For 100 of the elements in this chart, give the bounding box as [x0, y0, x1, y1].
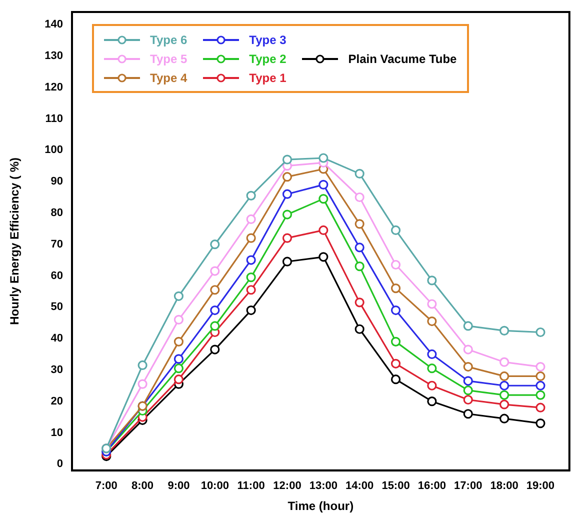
- point: [210, 305, 220, 316]
- point: [354, 192, 364, 202]
- point: [138, 379, 148, 389]
- point: [427, 396, 437, 406]
- point: [390, 358, 401, 368]
- point: [427, 316, 437, 326]
- point: [210, 285, 220, 295]
- point: [282, 233, 292, 243]
- point: [463, 394, 473, 405]
- point: [246, 233, 256, 243]
- point: [174, 364, 184, 374]
- point: [210, 344, 220, 354]
- point: [536, 327, 546, 338]
- point: [174, 336, 184, 346]
- point: [463, 409, 473, 419]
- point: [463, 344, 473, 354]
- point: [390, 283, 401, 294]
- point: [536, 390, 546, 400]
- point: [174, 354, 184, 364]
- x-tick-label: 12:00: [273, 480, 302, 492]
- x-tick-label: 9:00: [168, 480, 190, 492]
- point: [174, 374, 184, 384]
- point: [318, 194, 328, 204]
- point: [536, 362, 546, 372]
- point: [499, 414, 510, 424]
- point: [463, 362, 473, 372]
- point: [210, 266, 220, 276]
- point: [536, 371, 546, 382]
- point: [427, 349, 437, 360]
- point: [246, 255, 256, 265]
- y-tick-label: 70: [50, 238, 63, 250]
- x-axis-title: Time (hour): [288, 499, 354, 514]
- point: [390, 225, 401, 236]
- x-tick-label: 18:00: [490, 480, 518, 492]
- point: [390, 336, 401, 346]
- point: [282, 256, 292, 266]
- point: [210, 240, 220, 250]
- y-tick-label: 120: [44, 81, 63, 94]
- point: [246, 285, 256, 295]
- x-tick-label: 16:00: [418, 480, 446, 492]
- y-tick-label: 100: [44, 144, 63, 156]
- point: [463, 376, 473, 386]
- legend-label: Plain Vacume Tube: [348, 52, 457, 66]
- x-tick-label: 19:00: [526, 480, 555, 492]
- x-tick-label: 17:00: [454, 480, 482, 492]
- y-tick-label: 60: [50, 270, 63, 282]
- point: [354, 298, 364, 308]
- point: [427, 299, 437, 309]
- legend-label: Type 2: [249, 52, 286, 66]
- point: [318, 225, 328, 236]
- legend-label: Type 3: [249, 32, 286, 46]
- y-tick-label: 0: [56, 458, 63, 470]
- point: [282, 189, 292, 199]
- y-tick-label: 80: [50, 206, 63, 219]
- point: [427, 276, 437, 286]
- point: [282, 172, 292, 182]
- point: [536, 380, 546, 390]
- legend-label: Type 6: [150, 32, 188, 46]
- x-tick-label: 8:00: [132, 480, 154, 492]
- point: [174, 291, 184, 301]
- legend-label: Type 4: [150, 70, 188, 84]
- point: [499, 371, 510, 382]
- point: [318, 180, 328, 190]
- legend-label: Type 1: [249, 70, 286, 84]
- point: [354, 262, 364, 272]
- point: [427, 380, 437, 390]
- y-tick-label: 110: [45, 112, 63, 125]
- point: [390, 305, 401, 316]
- point: [499, 357, 510, 367]
- y-tick-label: 140: [44, 18, 63, 31]
- point: [354, 242, 364, 252]
- point: [246, 190, 256, 200]
- point: [463, 321, 473, 331]
- point: [138, 360, 148, 370]
- point: [246, 305, 256, 316]
- point: [174, 314, 184, 324]
- point: [536, 402, 546, 412]
- point: [427, 364, 437, 374]
- x-tick-label: 11:00: [237, 480, 265, 492]
- y-axis-title: Hourly Energy Efficiency ( %): [8, 158, 22, 325]
- point: [246, 272, 256, 282]
- x-tick-label: 14:00: [346, 480, 374, 492]
- point: [390, 260, 401, 270]
- point: [354, 168, 364, 178]
- point: [499, 326, 510, 336]
- point: [282, 154, 292, 164]
- y-tick-label: 20: [50, 395, 63, 408]
- x-tick-label: 7:00: [95, 480, 118, 492]
- point: [390, 374, 401, 384]
- y-tick-label: 40: [50, 332, 63, 345]
- y-tick-label: 10: [50, 426, 63, 439]
- y-tick-label: 130: [44, 50, 63, 62]
- y-tick-label: 30: [50, 364, 63, 376]
- point: [536, 418, 546, 428]
- point: [463, 386, 473, 396]
- point: [246, 214, 256, 224]
- x-tick-label: 13:00: [309, 480, 338, 492]
- point: [499, 390, 510, 400]
- point: [318, 153, 328, 163]
- point: [282, 210, 292, 220]
